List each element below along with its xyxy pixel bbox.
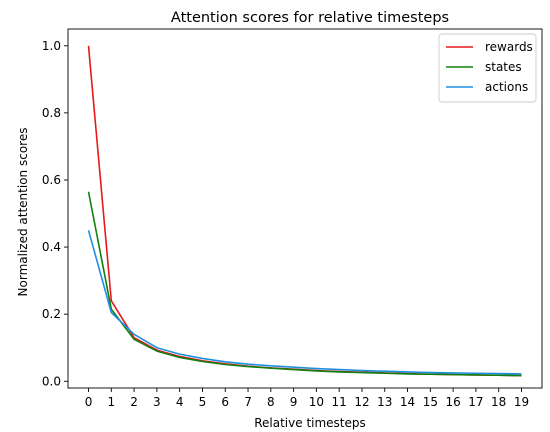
x-tick-label: 6	[221, 395, 229, 409]
x-tick-label: 9	[290, 395, 298, 409]
x-tick-label: 5	[199, 395, 207, 409]
x-tick-label: 3	[153, 395, 161, 409]
x-axis-label: Relative timesteps	[254, 416, 366, 430]
legend-label-states: states	[485, 60, 522, 74]
x-tick-label: 2	[130, 395, 138, 409]
x-tick-label: 7	[244, 395, 252, 409]
plot-area: 0 1 2 3 4 5 6 7 8 9 10 11 12 13 14 15 16 17 18 190.00.20.40…	[42, 28, 543, 409]
legend: rewards states actions	[438, 33, 537, 103]
y-axis-label: Normalized attention scores	[16, 128, 30, 297]
y-tick-label: 0.8	[42, 106, 61, 120]
x-tick-label: 16	[445, 395, 460, 409]
x-tick-label: 0	[85, 395, 93, 409]
x-tick-label: 8	[267, 395, 275, 409]
x-tick-label: 14	[400, 395, 415, 409]
x-tick-label: 15	[423, 395, 438, 409]
y-tick-label: 0.2	[42, 307, 61, 321]
legend-box	[438, 33, 537, 103]
x-tick-label: 4	[176, 395, 184, 409]
x-tick-label: 11	[332, 395, 347, 409]
x-tick-label: 1	[107, 395, 115, 409]
y-tick-label: 0.6	[42, 173, 61, 187]
x-tick-label: 12	[354, 395, 369, 409]
x-tick-label: 17	[468, 395, 483, 409]
y-tick-label: 0.0	[42, 374, 61, 388]
series-line-states	[87, 191, 522, 377]
legend-label-actions: actions	[485, 80, 528, 94]
y-tick-label: 1.0	[42, 39, 61, 53]
x-tick-label: 18	[491, 395, 506, 409]
legend-label-rewards: rewards	[485, 40, 533, 54]
chart-title: Attention scores for relative timesteps	[171, 10, 449, 26]
axes-frame	[67, 28, 543, 389]
x-tick-label: 19	[514, 395, 529, 409]
series-line-actions	[87, 230, 522, 375]
x-tick-label: 13	[377, 395, 392, 409]
x-tick-label: 10	[309, 395, 324, 409]
y-tick-label: 0.4	[42, 240, 61, 254]
